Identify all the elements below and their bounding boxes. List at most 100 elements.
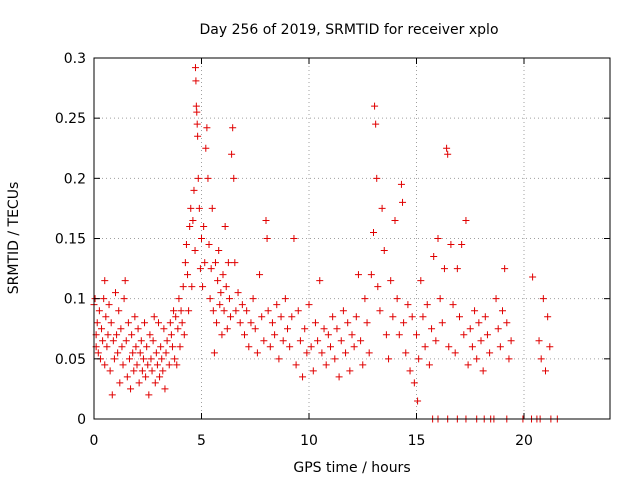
data-point xyxy=(417,277,425,285)
data-point xyxy=(458,241,466,249)
data-point xyxy=(453,265,461,273)
data-point xyxy=(159,367,167,375)
data-point xyxy=(378,204,386,212)
data-point xyxy=(177,307,185,315)
data-point xyxy=(215,247,223,255)
data-point xyxy=(152,349,160,357)
data-point xyxy=(131,313,139,321)
data-point xyxy=(436,295,444,303)
data-point xyxy=(309,367,317,375)
data-point xyxy=(451,349,459,357)
data-point xyxy=(546,343,554,351)
data-point xyxy=(99,337,107,345)
data-point xyxy=(303,349,311,357)
data-point xyxy=(443,144,451,152)
data-point xyxy=(132,343,140,351)
data-point xyxy=(125,355,133,363)
data-point xyxy=(370,228,377,236)
data-point xyxy=(112,289,119,297)
data-point xyxy=(329,313,337,321)
data-point xyxy=(142,373,150,381)
x-tick-label: 0 xyxy=(90,433,99,449)
data-point xyxy=(501,265,509,273)
data-point xyxy=(253,349,261,357)
data-point xyxy=(542,367,549,375)
data-point xyxy=(503,319,511,327)
data-point xyxy=(101,277,109,285)
data-point xyxy=(207,265,215,273)
data-point xyxy=(138,367,146,375)
data-point xyxy=(225,295,233,303)
y-tick-label: 0.15 xyxy=(55,232,86,248)
data-point xyxy=(158,355,166,363)
data-point xyxy=(118,343,126,351)
data-point xyxy=(320,325,328,333)
data-point xyxy=(216,301,224,309)
data-point xyxy=(544,313,552,321)
data-point xyxy=(258,313,266,321)
data-point xyxy=(430,253,438,261)
data-point xyxy=(100,295,108,303)
data-point xyxy=(128,331,136,339)
data-point xyxy=(481,313,489,321)
data-point xyxy=(139,355,147,363)
data-point xyxy=(376,307,384,315)
x-tick-label: 20 xyxy=(515,433,533,449)
data-point xyxy=(419,313,427,321)
data-point xyxy=(256,271,264,279)
data-point xyxy=(174,325,182,333)
data-point xyxy=(137,337,145,345)
data-point xyxy=(103,343,111,351)
data-point xyxy=(218,331,226,339)
data-point xyxy=(284,325,291,333)
data-point xyxy=(176,343,184,351)
data-point xyxy=(324,331,332,339)
data-point xyxy=(194,132,202,140)
data-point xyxy=(432,337,440,345)
data-point xyxy=(200,222,208,230)
data-point xyxy=(193,108,201,116)
data-point xyxy=(167,331,175,339)
data-point xyxy=(98,325,106,333)
data-point xyxy=(367,271,375,279)
data-points xyxy=(90,64,561,423)
data-point xyxy=(130,367,138,375)
data-point xyxy=(185,307,193,315)
data-point xyxy=(271,331,279,339)
data-point xyxy=(136,349,144,357)
data-point xyxy=(241,331,248,339)
data-point xyxy=(94,349,102,357)
data-point xyxy=(357,337,365,345)
data-point xyxy=(222,283,230,291)
data-point xyxy=(219,271,227,279)
data-point xyxy=(234,289,242,297)
data-point xyxy=(251,325,259,333)
y-tick-label: 0 xyxy=(77,412,86,428)
data-point xyxy=(363,319,371,327)
axis-ticks: 0 0.05 0.1 0.15 0.2 0.25 0.3 0 5 10 15 20 xyxy=(55,51,610,449)
data-point xyxy=(123,373,131,381)
data-point xyxy=(161,385,169,393)
data-point xyxy=(105,301,113,309)
data-point xyxy=(327,343,334,351)
data-point xyxy=(260,337,268,345)
data-point xyxy=(163,337,171,345)
data-point xyxy=(352,313,360,321)
data-point xyxy=(445,343,453,351)
data-point xyxy=(456,313,463,321)
data-point xyxy=(279,337,287,345)
data-point xyxy=(206,295,214,303)
data-point xyxy=(201,259,209,267)
data-point xyxy=(365,349,373,357)
data-point xyxy=(205,241,213,249)
data-point xyxy=(318,349,326,357)
data-point xyxy=(149,337,157,345)
data-point xyxy=(473,355,481,363)
data-point xyxy=(471,307,479,315)
data-point xyxy=(147,355,155,363)
x-tick-label: 5 xyxy=(197,433,206,449)
data-point xyxy=(496,343,504,351)
data-point xyxy=(466,325,474,333)
data-point xyxy=(231,259,239,267)
data-point xyxy=(187,204,195,212)
